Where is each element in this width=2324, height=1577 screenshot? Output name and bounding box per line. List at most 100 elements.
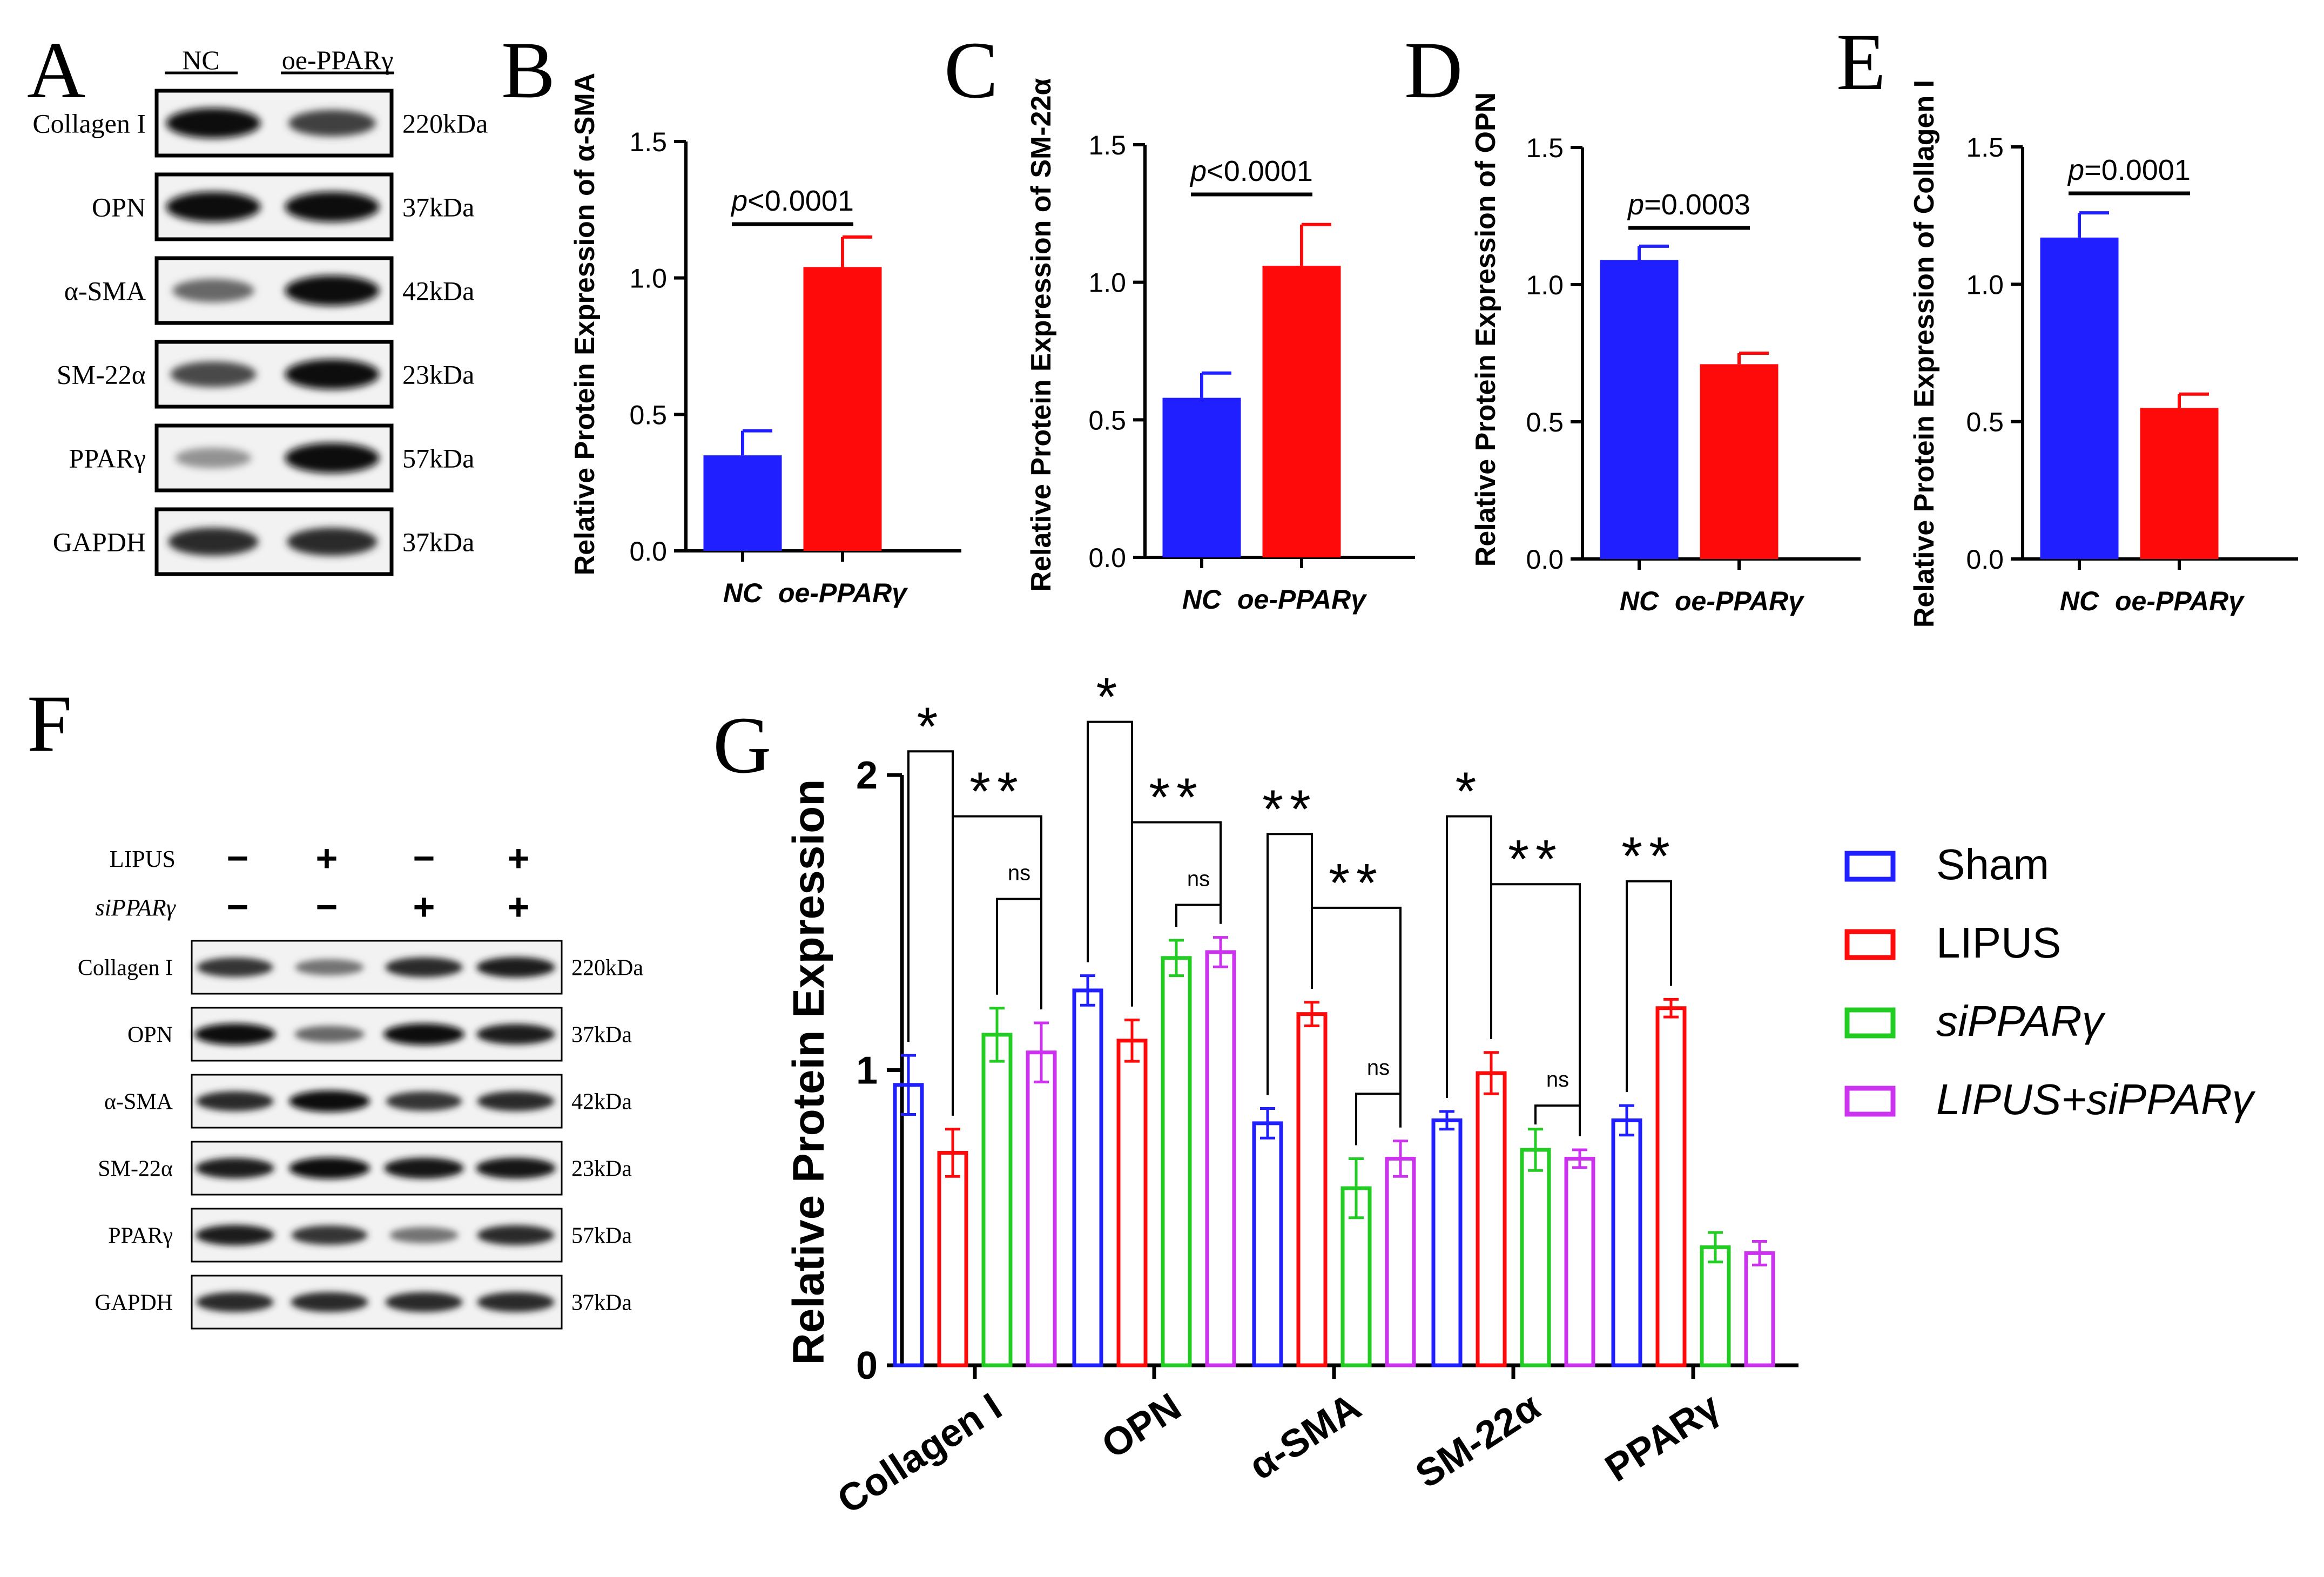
y-tick-label: 1.0: [1088, 268, 1126, 298]
significance-bracket: [996, 898, 1042, 1010]
blot-row-label: Collagen I: [32, 109, 146, 139]
panel-label-b: B: [501, 25, 555, 115]
significance-ns-label: ns: [1546, 1068, 1569, 1091]
condition-sign: +: [413, 886, 435, 928]
condition-label: LIPUS: [110, 846, 176, 872]
bar-nc: [703, 455, 782, 551]
x-tick-label: α-SMA: [1242, 1385, 1369, 1488]
blot-row-label: α-SMA: [104, 1090, 173, 1115]
protein-band: [289, 1090, 370, 1112]
blot-row-label: GAPDH: [95, 1291, 173, 1316]
molecular-weight-label: 37kDa: [402, 192, 474, 223]
significance-ns-label: ns: [1367, 1056, 1390, 1080]
protein-band: [194, 1023, 275, 1045]
blot-row-label: PPARγ: [69, 443, 146, 474]
protein-band: [384, 1157, 464, 1179]
x-tick-label: oe-PPARγ: [778, 578, 908, 608]
bar-sippar-: [1520, 1148, 1551, 1367]
bar-lipus-sippar-: [1744, 1251, 1775, 1367]
y-tick-label: 2: [856, 754, 878, 797]
condition-sign: −: [227, 837, 249, 879]
p-value-text: =0.0001: [2084, 154, 2191, 186]
lane-label: NC: [182, 45, 219, 75]
condition-sign: −: [316, 886, 338, 928]
significance-bracket: [1355, 1093, 1402, 1145]
x-tick-label: NC: [2060, 586, 2099, 616]
x-tick-label: NC: [1620, 586, 1659, 616]
condition-label: siPPARγ: [95, 894, 176, 921]
significance-bracket: [907, 750, 954, 1116]
legend-label: Sham: [1936, 840, 2049, 888]
bar-sham: [893, 1083, 924, 1367]
p-value-label: p=0.0001: [2067, 154, 2191, 186]
protein-band: [172, 279, 254, 302]
x-tick-label: OPN: [1094, 1385, 1188, 1467]
y-tick-label: 1.0: [629, 264, 667, 294]
protein-band: [170, 361, 257, 387]
protein-band: [383, 1023, 464, 1045]
molecular-weight-label: 57kDa: [402, 443, 474, 474]
protein-band: [291, 1225, 368, 1245]
panel-label-a: A: [27, 25, 85, 115]
bar-oe-pparγ: [1700, 364, 1779, 559]
significance-bracket: [1175, 904, 1222, 927]
p-value-prefix: p: [1627, 188, 1644, 221]
significance-bracket: [1087, 720, 1133, 1007]
p-value-text: <0.0001: [747, 185, 854, 217]
bar-chart-d: 0.0 0.5 1.0 1.5 NC oe-PPARγ p=0.0003 Relative P…: [1470, 92, 1861, 616]
bar-sippar-: [1161, 956, 1192, 1367]
significance-star-label: **: [969, 761, 1025, 822]
bar-sham: [1611, 1118, 1642, 1367]
y-axis-title: Relative Protein Expression of Collagen …: [1909, 80, 1940, 628]
y-axis-title: Relative Protein Expression of OPN: [1470, 92, 1501, 567]
protein-band: [476, 1024, 555, 1044]
bar-sham: [1072, 988, 1103, 1367]
significance-ns-label: ns: [1008, 861, 1030, 885]
condition-sign: +: [508, 837, 530, 879]
y-tick-label: 0.0: [1966, 544, 2004, 575]
p-value-label: p=0.0003: [1627, 188, 1750, 221]
y-tick-label: 0.0: [1088, 543, 1126, 573]
p-value-label: p<0.0001: [1189, 155, 1313, 187]
x-tick-label: NC: [1182, 584, 1222, 615]
y-tick-label: 1.5: [629, 127, 667, 157]
legend-label: LIPUS: [1936, 919, 2061, 967]
y-axis-title: Relative Protein Expression of SM-22α: [1026, 78, 1057, 592]
bar-lipus-sippar-: [1205, 950, 1236, 1367]
lane-label: oe-PPARγ: [282, 45, 393, 75]
p-value-prefix: p: [1189, 155, 1207, 187]
y-tick-label: 1.5: [1966, 132, 2004, 163]
protein-band: [288, 110, 376, 137]
legend-swatch: [1844, 1007, 1896, 1039]
significance-star-label: *: [1456, 761, 1483, 822]
significance-bracket: [1267, 833, 1313, 1095]
legend-label: LIPUS+siPPARγ: [1936, 1075, 2256, 1123]
bar-sippar-: [981, 1033, 1013, 1367]
y-tick-label: 0.5: [1966, 407, 2004, 437]
blot-row-label: PPARγ: [108, 1224, 173, 1249]
significance-star-label: *: [1096, 667, 1124, 727]
protein-band: [285, 443, 380, 473]
panel-label-d: D: [1404, 25, 1463, 115]
significance-bracket: [1446, 815, 1492, 1098]
protein-band: [385, 957, 463, 978]
protein-band: [476, 1157, 556, 1179]
molecular-weight-label: 220kDa: [571, 956, 643, 981]
y-axis-title: Relative Protein Expression: [784, 779, 833, 1365]
bar-chart-c: 0.0 0.5 1.0 1.5 NC oe-PPARγ p<0.0001 Relative P…: [1026, 78, 1415, 615]
bar-chart-e: 0.0 0.5 1.0 1.5 NC oe-PPARγ p=0.0001 Relative P…: [1909, 80, 2298, 628]
bar-sham: [1431, 1118, 1463, 1367]
bar-lipus: [1655, 1006, 1687, 1367]
protein-band: [477, 1091, 555, 1111]
protein-band: [166, 192, 261, 222]
x-tick-label: SM-22α: [1408, 1385, 1548, 1497]
x-tick-label: oe-PPARγ: [1237, 584, 1368, 615]
panel-label-g: G: [713, 700, 771, 790]
bar-oe-pparγ: [2140, 408, 2219, 559]
x-tick-label: oe-PPARγ: [2115, 586, 2245, 616]
bar-lipus-sippar-: [1026, 1050, 1057, 1367]
molecular-weight-label: 42kDa: [571, 1090, 632, 1115]
molecular-weight-label: 220kDa: [402, 109, 488, 139]
western-blot-a: NC oe-PPARγ Collagen I 220kDa OPN 37kDa α-SMA 4…: [32, 45, 488, 576]
